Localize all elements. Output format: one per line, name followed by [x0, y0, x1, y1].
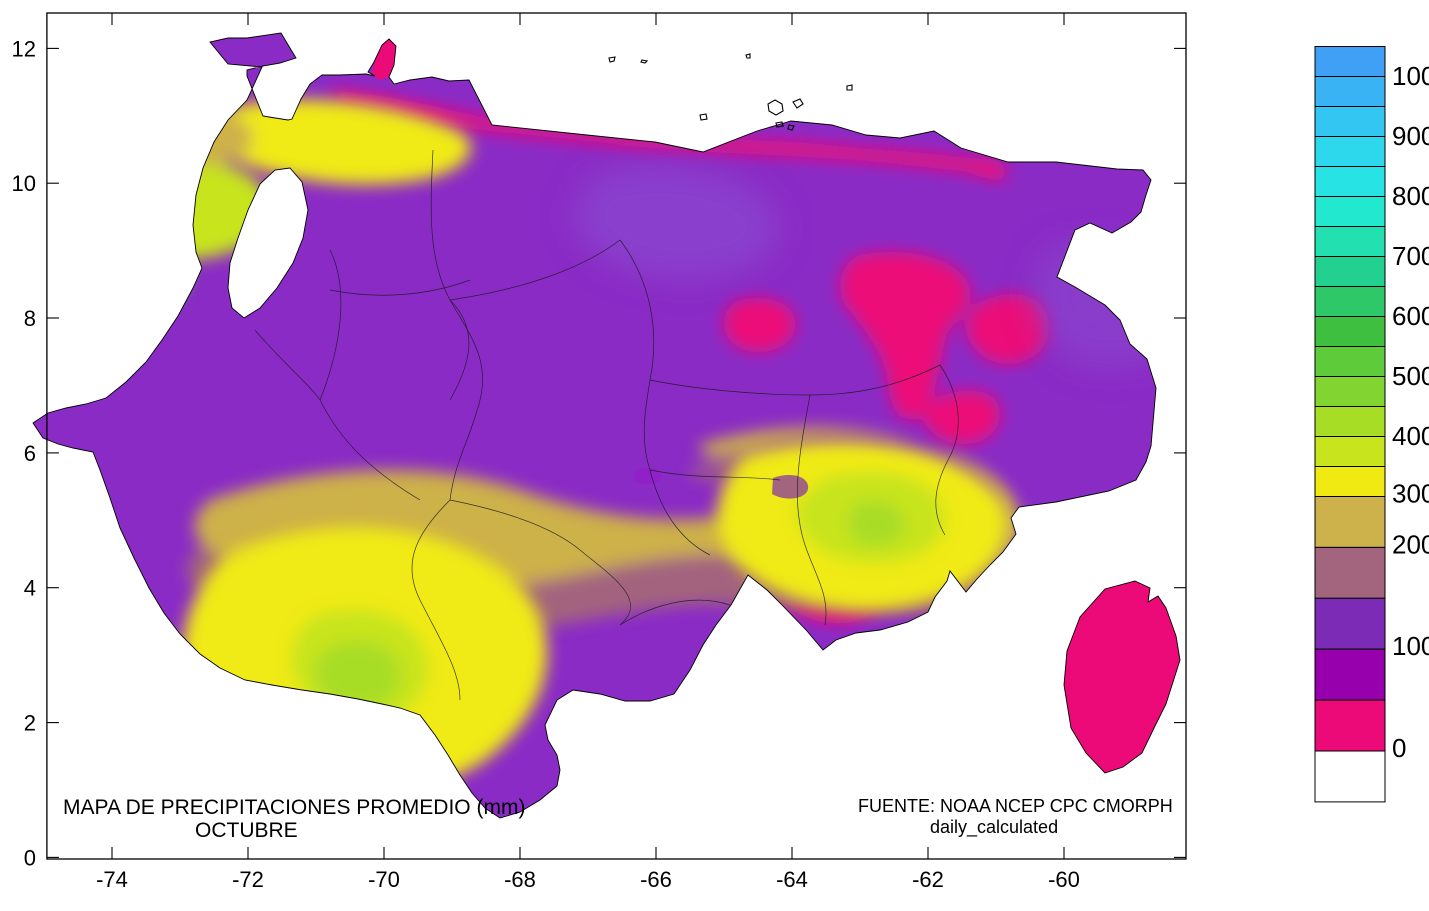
svg-text:-66: -66 [640, 867, 672, 892]
svg-text:400: 400 [1392, 421, 1429, 451]
svg-text:-72: -72 [232, 867, 264, 892]
svg-text:200: 200 [1392, 529, 1429, 559]
svg-text:600: 600 [1392, 301, 1429, 331]
svg-text:0: 0 [24, 845, 36, 870]
svg-text:6: 6 [24, 441, 36, 466]
svg-text:4: 4 [24, 576, 36, 601]
svg-text:100: 100 [1392, 631, 1429, 661]
svg-text:-62: -62 [912, 867, 944, 892]
svg-text:-70: -70 [368, 867, 400, 892]
svg-text:8: 8 [24, 306, 36, 331]
svg-text:daily_calculated: daily_calculated [930, 817, 1058, 838]
svg-text:800: 800 [1392, 181, 1429, 211]
svg-text:-60: -60 [1048, 867, 1080, 892]
svg-text:FUENTE: NOAA NCEP CPC CMORPH: FUENTE: NOAA NCEP CPC CMORPH [858, 796, 1173, 816]
svg-text:2: 2 [24, 711, 36, 736]
svg-text:0: 0 [1392, 733, 1406, 763]
svg-text:-74: -74 [96, 867, 128, 892]
svg-text:10: 10 [12, 171, 36, 196]
svg-text:-68: -68 [504, 867, 536, 892]
svg-text:OCTUBRE: OCTUBRE [195, 819, 298, 842]
svg-text:500: 500 [1392, 361, 1429, 391]
svg-text:MAPA DE PRECIPITACIONES PROMED: MAPA DE PRECIPITACIONES PROMEDIO (mm) [63, 796, 525, 819]
svg-text:700: 700 [1392, 241, 1429, 271]
svg-text:-64: -64 [776, 867, 808, 892]
svg-text:300: 300 [1392, 479, 1429, 509]
svg-text:12: 12 [12, 36, 36, 61]
svg-text:900: 900 [1392, 121, 1429, 151]
